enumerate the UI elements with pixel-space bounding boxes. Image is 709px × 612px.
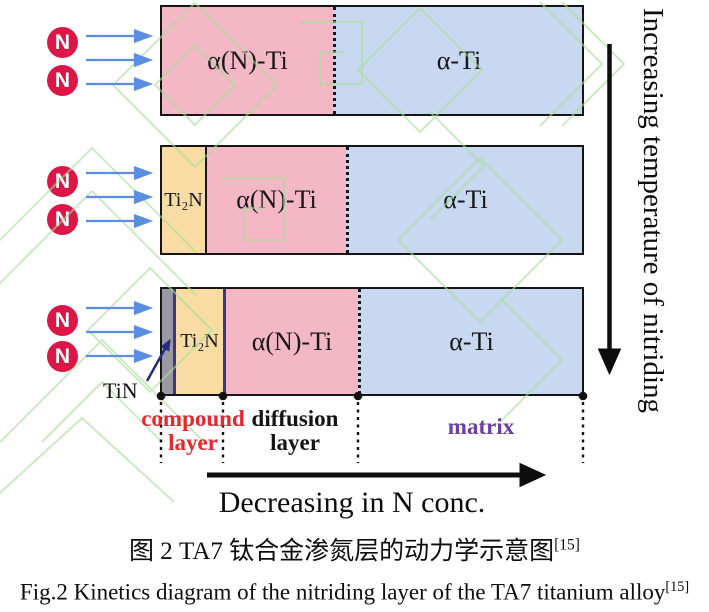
zone-label-line: layer — [270, 430, 320, 455]
segment-alpha-n-ti: α(N)-Ti — [205, 147, 346, 253]
atom-symbol: N — [54, 169, 71, 193]
nitrogen-flux-arrow-icons — [86, 28, 154, 364]
zone-label-line: matrix — [447, 414, 515, 439]
zone-label-diffusion-layer: diffusion layer — [252, 407, 339, 455]
atom-symbol: N — [54, 308, 71, 332]
segment-label: α(N)-Ti — [207, 45, 288, 75]
bottom-axis-label: Decreasing in N conc. — [218, 486, 486, 519]
segment-label: α-Ti — [449, 326, 494, 356]
caption-english: Fig.2 Kinetics diagram of the nitriding … — [0, 579, 709, 606]
segment-label: Ti₂N — [180, 330, 219, 352]
nitrogen-atom: N — [47, 166, 78, 197]
segment-label: α(N)-Ti — [236, 185, 317, 214]
nitrogen-atom: N — [47, 27, 78, 58]
temperature-axis-arrow-icon — [597, 44, 622, 376]
nitrogen-atom: N — [47, 341, 78, 372]
caption-english-reference: [15] — [665, 579, 690, 595]
segment-alpha-ti: α-Ti — [333, 7, 582, 114]
right-axis-label: Increasing temperature of nitriding — [637, 8, 669, 414]
segment-label: Ti₂N — [164, 188, 203, 211]
segment-tin — [162, 289, 173, 394]
nitrogen-atom: N — [47, 204, 78, 235]
segment-label: α-Ti — [436, 45, 482, 75]
atom-symbol: N — [54, 344, 71, 368]
layer-bar-low-temp: α(N)-Ti α-Ti — [160, 5, 584, 116]
segment-ti2n: Ti₂N — [162, 147, 205, 253]
nitrogen-atom: N — [47, 65, 78, 96]
layer-bar-high-temp: Ti₂N α(N)-Ti α-Ti — [160, 287, 584, 396]
zone-label-line: layer — [168, 430, 218, 455]
zone-label-line: diffusion — [251, 406, 339, 431]
nitrogen-atom: N — [47, 305, 78, 336]
segment-alpha-ti: α-Ti — [358, 289, 582, 394]
zone-label-matrix: matrix — [448, 415, 514, 439]
segment-alpha-n-ti: α(N)-Ti — [162, 7, 333, 114]
concentration-axis-arrow-icon — [207, 462, 547, 488]
layer-bar-mid-temp: Ti₂N α(N)-Ti α-Ti — [160, 145, 584, 255]
segment-ti2n: Ti₂N — [173, 289, 223, 394]
caption-chinese-text: 图 2 TA7 钛合金渗氮层的动力学示意图 — [129, 538, 555, 565]
caption-chinese-reference: [15] — [554, 536, 580, 554]
tin-callout-label: TiN — [103, 378, 138, 403]
atom-symbol: N — [54, 30, 71, 54]
zone-label-line: compound — [141, 406, 245, 431]
atom-symbol: N — [54, 207, 71, 231]
segment-alpha-ti: α-Ti — [346, 147, 582, 253]
segment-label: α(N)-Ti — [251, 326, 333, 356]
segment-alpha-n-ti: α(N)-Ti — [223, 289, 358, 394]
zone-label-compound-layer: compound layer — [141, 407, 245, 455]
caption-chinese: 图 2 TA7 钛合金渗氮层的动力学示意图[15] — [0, 531, 709, 567]
atom-symbol: N — [54, 68, 71, 92]
segment-label: α-Ti — [443, 185, 488, 214]
caption-english-text: Fig.2 Kinetics diagram of the nitriding … — [19, 579, 666, 605]
